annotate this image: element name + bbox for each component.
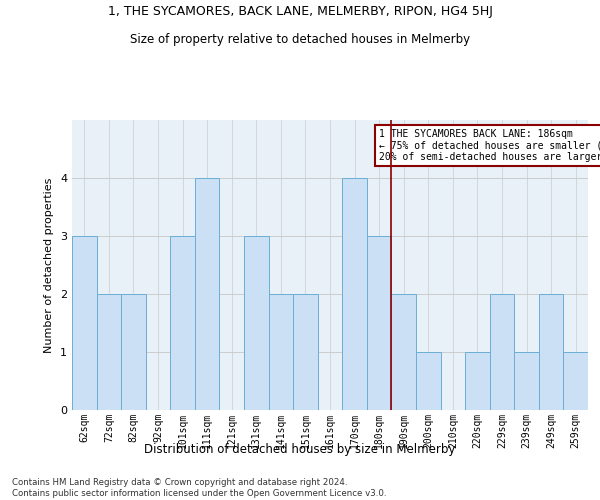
- Bar: [244, 236, 269, 410]
- Bar: [490, 294, 514, 410]
- Bar: [170, 236, 195, 410]
- Bar: [342, 178, 367, 410]
- Y-axis label: Number of detached properties: Number of detached properties: [44, 178, 55, 352]
- Text: 1 THE SYCAMORES BACK LANE: 186sqm
← 75% of detached houses are smaller (30)
20% : 1 THE SYCAMORES BACK LANE: 186sqm ← 75% …: [379, 128, 600, 162]
- Bar: [195, 178, 220, 410]
- Bar: [367, 236, 391, 410]
- Bar: [121, 294, 146, 410]
- Bar: [269, 294, 293, 410]
- Bar: [72, 236, 97, 410]
- Bar: [416, 352, 440, 410]
- Bar: [465, 352, 490, 410]
- Text: Size of property relative to detached houses in Melmerby: Size of property relative to detached ho…: [130, 32, 470, 46]
- Bar: [391, 294, 416, 410]
- Text: 1, THE SYCAMORES, BACK LANE, MELMERBY, RIPON, HG4 5HJ: 1, THE SYCAMORES, BACK LANE, MELMERBY, R…: [107, 5, 493, 18]
- Bar: [563, 352, 588, 410]
- Text: Contains HM Land Registry data © Crown copyright and database right 2024.
Contai: Contains HM Land Registry data © Crown c…: [12, 478, 386, 498]
- Bar: [539, 294, 563, 410]
- Bar: [514, 352, 539, 410]
- Text: Distribution of detached houses by size in Melmerby: Distribution of detached houses by size …: [145, 442, 455, 456]
- Bar: [293, 294, 318, 410]
- Bar: [97, 294, 121, 410]
